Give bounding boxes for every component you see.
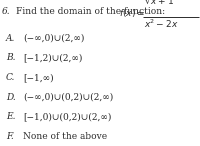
Text: $x^2-2x$: $x^2-2x$ bbox=[144, 18, 178, 30]
Text: $f(x)=$: $f(x)=$ bbox=[119, 7, 145, 19]
Text: Find the domain of the function:: Find the domain of the function: bbox=[16, 7, 165, 16]
Text: (−∞,0)∪(2,∞): (−∞,0)∪(2,∞) bbox=[23, 34, 84, 43]
Text: None of the above: None of the above bbox=[23, 132, 107, 141]
Text: F.: F. bbox=[6, 132, 14, 141]
Text: 6.: 6. bbox=[2, 7, 11, 16]
Text: E.: E. bbox=[6, 112, 16, 121]
Text: [−1,2)∪(2,∞): [−1,2)∪(2,∞) bbox=[23, 53, 82, 62]
Text: D.: D. bbox=[6, 93, 16, 102]
Text: [−1,∞): [−1,∞) bbox=[23, 73, 54, 82]
Text: [−1,0)∪(0,2)∪(2,∞): [−1,0)∪(0,2)∪(2,∞) bbox=[23, 112, 111, 121]
Text: (−∞,0)∪(0,2)∪(2,∞): (−∞,0)∪(0,2)∪(2,∞) bbox=[23, 93, 113, 102]
Text: B.: B. bbox=[6, 53, 16, 62]
Text: $\sqrt{x+1}$: $\sqrt{x+1}$ bbox=[144, 0, 176, 6]
Text: C.: C. bbox=[6, 73, 15, 82]
Text: A.: A. bbox=[6, 34, 15, 43]
